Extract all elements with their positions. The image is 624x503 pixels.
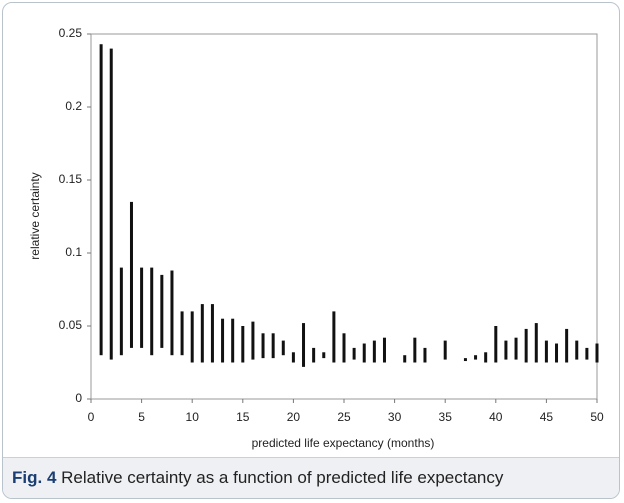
range-bar	[352, 347, 356, 360]
range-bar	[504, 340, 508, 360]
range-bar	[382, 337, 386, 363]
range-bar	[261, 333, 265, 359]
x-tick-label: 10	[186, 410, 200, 424]
figure-frame: predicted life expectancy (months) relat…	[2, 2, 620, 499]
y-axis-title: relative certainty	[28, 172, 42, 259]
range-bar	[302, 323, 306, 367]
range-bar	[484, 352, 488, 363]
range-bar	[565, 328, 569, 363]
x-tick-label: 50	[590, 410, 604, 424]
range-bar	[362, 343, 366, 363]
x-tick-label: 35	[439, 410, 453, 424]
range-bar	[595, 343, 599, 363]
range-bar	[524, 328, 528, 363]
y-tick-label: 0	[75, 391, 82, 405]
range-bar	[403, 355, 407, 363]
range-bar	[200, 304, 204, 363]
x-tick-label: 40	[489, 410, 503, 424]
x-tick-label: 5	[138, 410, 145, 424]
y-tick-label: 0.2	[65, 99, 82, 113]
caption-text: Relative certainty as a function of pred…	[61, 468, 504, 487]
x-tick-label: 20	[287, 410, 301, 424]
x-axis-title: predicted life expectancy (months)	[252, 436, 435, 450]
range-bar	[231, 318, 235, 363]
range-bar	[170, 270, 174, 356]
range-bar	[291, 352, 295, 363]
range-bar	[585, 347, 589, 360]
range-bar	[332, 311, 336, 363]
y-tick-label: 0.1	[65, 245, 82, 259]
range-bar	[109, 48, 113, 360]
range-bar	[129, 201, 133, 348]
y-tick-label: 0.05	[59, 318, 83, 332]
y-tick-label: 0.15	[59, 172, 83, 186]
caption: Fig. 4 Relative certainty as a function …	[3, 457, 619, 498]
range-bar	[322, 352, 326, 359]
caption-label: Fig. 4	[12, 468, 57, 487]
range-bar	[534, 323, 538, 363]
range-bar	[312, 347, 316, 363]
range-bar	[575, 340, 579, 360]
x-tick-label: 15	[236, 410, 250, 424]
range-bar	[221, 318, 225, 363]
x-tick-label: 25	[337, 410, 351, 424]
range-bar	[463, 358, 467, 362]
range-bar	[210, 304, 214, 363]
range-bar	[494, 326, 498, 363]
range-bar	[544, 340, 548, 363]
range-bar	[474, 355, 478, 360]
x-tick-label: 45	[540, 410, 554, 424]
range-bar	[251, 321, 255, 360]
range-bar	[99, 44, 103, 356]
range-bar	[140, 267, 144, 348]
range-bar	[160, 274, 164, 348]
range-bar	[413, 337, 417, 363]
range-bar	[555, 343, 559, 363]
x-tick-label: 0	[88, 410, 95, 424]
range-bar	[150, 267, 154, 356]
range-bar	[119, 267, 123, 356]
range-bar	[180, 311, 184, 356]
range-bar	[281, 340, 285, 356]
chart: predicted life expectancy (months) relat…	[28, 26, 604, 450]
range-bar	[271, 333, 275, 359]
range-bar	[372, 340, 376, 363]
range-bar	[514, 337, 518, 360]
y-tick-label: 0.25	[59, 26, 83, 40]
range-bar	[241, 326, 245, 363]
range-bar	[423, 347, 427, 363]
range-bar	[342, 333, 346, 363]
range-bar	[190, 311, 194, 363]
range-bar	[443, 340, 447, 360]
x-tick-label: 30	[388, 410, 402, 424]
